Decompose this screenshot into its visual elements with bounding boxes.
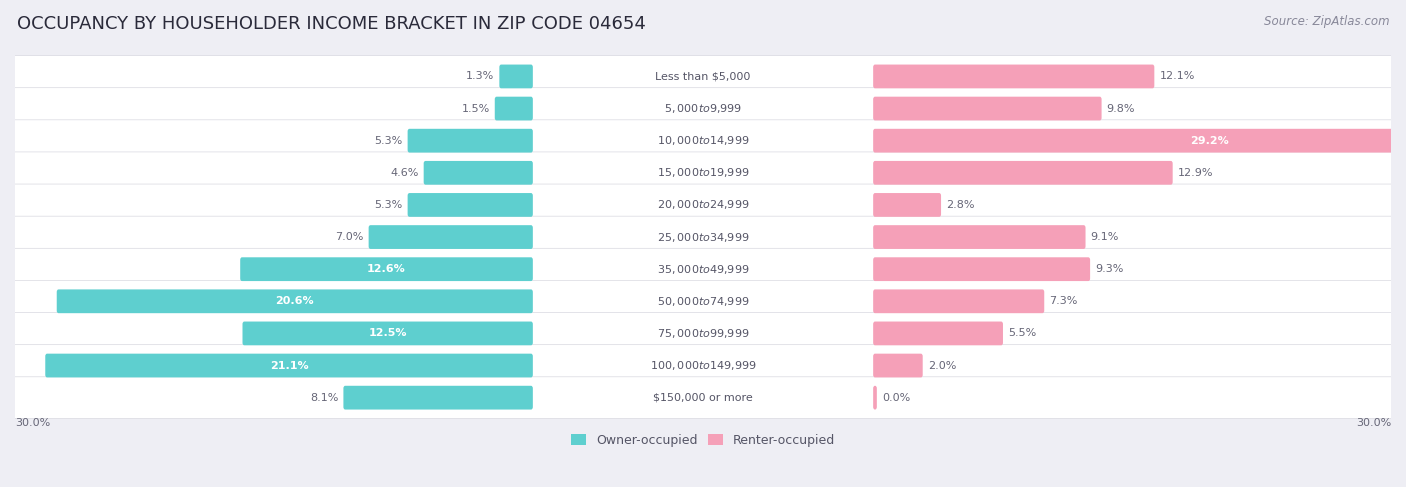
FancyBboxPatch shape [7,377,1399,418]
FancyBboxPatch shape [7,216,1399,258]
FancyBboxPatch shape [408,193,533,217]
Text: 21.1%: 21.1% [270,360,308,371]
FancyBboxPatch shape [7,88,1399,130]
FancyBboxPatch shape [873,225,1085,249]
FancyBboxPatch shape [873,161,1173,185]
FancyBboxPatch shape [56,289,533,313]
FancyBboxPatch shape [7,152,1399,194]
Text: $15,000 to $19,999: $15,000 to $19,999 [657,167,749,179]
FancyBboxPatch shape [873,129,1406,152]
Text: $50,000 to $74,999: $50,000 to $74,999 [657,295,749,308]
Text: $10,000 to $14,999: $10,000 to $14,999 [657,134,749,147]
FancyBboxPatch shape [242,321,533,345]
Text: Source: ZipAtlas.com: Source: ZipAtlas.com [1264,15,1389,28]
Text: 4.6%: 4.6% [391,168,419,178]
Text: $5,000 to $9,999: $5,000 to $9,999 [664,102,742,115]
FancyBboxPatch shape [45,354,533,377]
FancyBboxPatch shape [873,386,877,410]
Text: 2.8%: 2.8% [946,200,974,210]
Text: 7.0%: 7.0% [335,232,364,242]
Text: 12.6%: 12.6% [367,264,406,274]
Text: 12.5%: 12.5% [368,328,406,338]
Text: 1.3%: 1.3% [465,72,495,81]
FancyBboxPatch shape [873,289,1045,313]
Text: 5.3%: 5.3% [374,200,402,210]
FancyBboxPatch shape [873,193,941,217]
Text: $25,000 to $34,999: $25,000 to $34,999 [657,230,749,244]
FancyBboxPatch shape [873,65,1154,88]
FancyBboxPatch shape [7,313,1399,355]
FancyBboxPatch shape [240,257,533,281]
FancyBboxPatch shape [343,386,533,410]
FancyBboxPatch shape [873,321,1002,345]
Text: 8.1%: 8.1% [309,393,339,403]
Text: 2.0%: 2.0% [928,360,956,371]
Text: 12.9%: 12.9% [1178,168,1213,178]
FancyBboxPatch shape [873,97,1101,120]
Text: 1.5%: 1.5% [461,104,489,113]
Text: 0.0%: 0.0% [882,393,910,403]
Text: 7.3%: 7.3% [1049,296,1077,306]
FancyBboxPatch shape [7,248,1399,290]
Text: 5.3%: 5.3% [374,136,402,146]
Text: Less than $5,000: Less than $5,000 [655,72,751,81]
FancyBboxPatch shape [7,56,1399,97]
FancyBboxPatch shape [7,184,1399,226]
Legend: Owner-occupied, Renter-occupied: Owner-occupied, Renter-occupied [571,434,835,447]
Text: 9.8%: 9.8% [1107,104,1135,113]
Text: OCCUPANCY BY HOUSEHOLDER INCOME BRACKET IN ZIP CODE 04654: OCCUPANCY BY HOUSEHOLDER INCOME BRACKET … [17,15,645,33]
FancyBboxPatch shape [7,345,1399,386]
Text: $150,000 or more: $150,000 or more [654,393,752,403]
Text: $20,000 to $24,999: $20,000 to $24,999 [657,198,749,211]
FancyBboxPatch shape [873,257,1090,281]
Text: 20.6%: 20.6% [276,296,314,306]
FancyBboxPatch shape [7,281,1399,322]
Text: $100,000 to $149,999: $100,000 to $149,999 [650,359,756,372]
Text: $75,000 to $99,999: $75,000 to $99,999 [657,327,749,340]
Text: 29.2%: 29.2% [1191,136,1229,146]
Text: 12.1%: 12.1% [1160,72,1195,81]
Text: 9.3%: 9.3% [1095,264,1123,274]
Text: 30.0%: 30.0% [1355,417,1391,428]
FancyBboxPatch shape [873,354,922,377]
Text: 9.1%: 9.1% [1091,232,1119,242]
FancyBboxPatch shape [408,129,533,152]
Text: 30.0%: 30.0% [15,417,51,428]
Text: 5.5%: 5.5% [1008,328,1036,338]
Text: $35,000 to $49,999: $35,000 to $49,999 [657,262,749,276]
FancyBboxPatch shape [423,161,533,185]
FancyBboxPatch shape [368,225,533,249]
FancyBboxPatch shape [499,65,533,88]
FancyBboxPatch shape [7,120,1399,162]
FancyBboxPatch shape [495,97,533,120]
